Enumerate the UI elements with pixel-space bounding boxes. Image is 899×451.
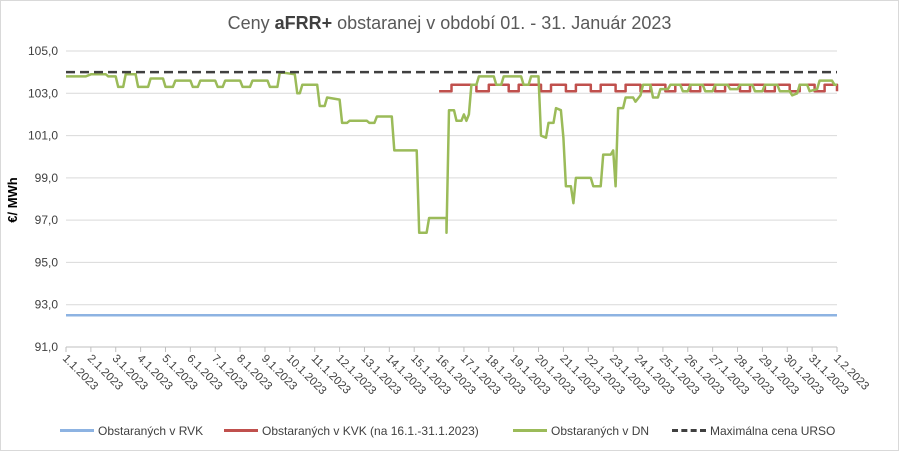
legend-swatch-kvk bbox=[224, 429, 258, 432]
legend-label-dn: Obstaraných v DN bbox=[551, 424, 650, 438]
chart-legend: Obstaraných v RVK Obstaraných v KVK (na … bbox=[0, 424, 899, 440]
y-tick-label: 93,0 bbox=[35, 298, 59, 312]
y-axis-label: €/ MWh bbox=[5, 177, 20, 223]
chart-title-suffix: obstaranej v období 01. - 31. Január 202… bbox=[332, 13, 672, 33]
y-tick-label: 105,0 bbox=[28, 44, 58, 58]
y-tick-label: 99,0 bbox=[35, 171, 59, 185]
gridlines bbox=[66, 50, 837, 306]
legend-swatch-dn bbox=[513, 429, 547, 432]
legend-label-rvk: Obstaraných v RVK bbox=[98, 424, 204, 438]
axes bbox=[65, 346, 838, 352]
y-tick-labels: 91,0 93,0 95,0 97,0 99,0 101,0 103,0 105,0 bbox=[28, 44, 58, 354]
chart-title-bold: aFRR+ bbox=[274, 13, 333, 33]
y-tick-label: 91,0 bbox=[35, 340, 59, 354]
y-tick-label: 103,0 bbox=[28, 86, 58, 100]
chart-title: Ceny aFRR+ obstaranej v období 01. - 31.… bbox=[0, 13, 899, 34]
legend-label-kvk: Obstaraných v KVK (na 16.1.-31.1.2023) bbox=[262, 424, 479, 438]
series-line-dn bbox=[66, 70, 837, 235]
x-tick-labels: 1.1.20232.1.20233.1.20234.1.20235.1.2023… bbox=[60, 353, 871, 398]
y-tick-label: 101,0 bbox=[28, 129, 58, 143]
legend-swatch-urso bbox=[672, 429, 706, 432]
legend-label-urso: Maximálna cena URSO bbox=[710, 424, 836, 438]
y-tick-label: 97,0 bbox=[35, 213, 59, 227]
chart-title-prefix: Ceny bbox=[227, 13, 275, 33]
y-tick-label: 95,0 bbox=[35, 255, 59, 269]
legend-swatch-rvk bbox=[60, 429, 94, 432]
series-lines bbox=[66, 70, 839, 317]
